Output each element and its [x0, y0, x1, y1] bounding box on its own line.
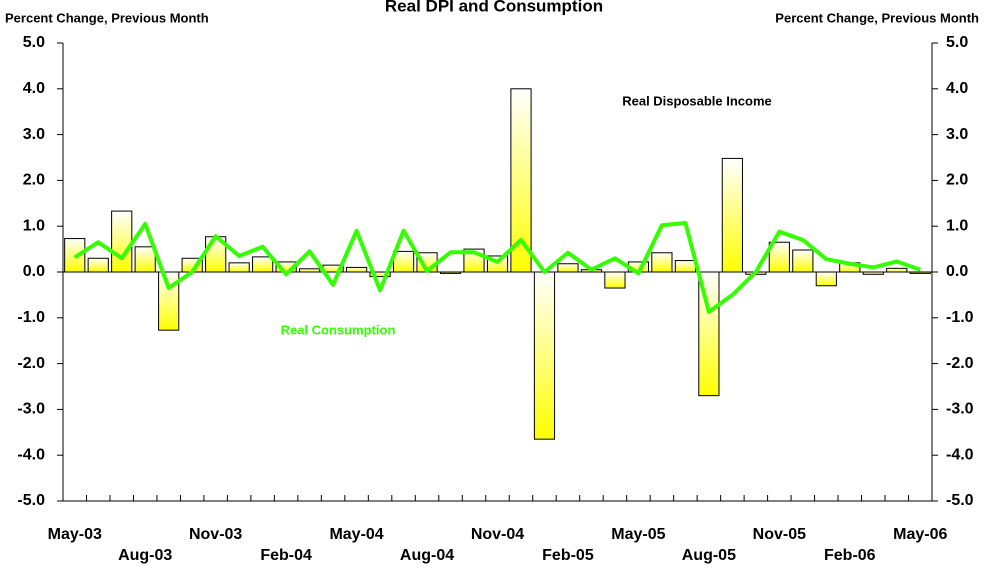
y2-tick-label: -3.0: [946, 401, 974, 418]
y-tick-label: 3.0: [23, 126, 45, 143]
bar: [886, 267, 908, 273]
y2-axis-label: Percent Change, Previous Month: [775, 10, 979, 25]
bar: [604, 271, 626, 289]
x-tick-label: Nov-03: [189, 526, 242, 543]
x-tick-label: May-06: [893, 526, 947, 543]
y2-tick-label: -2.0: [946, 355, 974, 372]
bar: [651, 252, 673, 273]
y-tick-label: -3.0: [17, 401, 45, 418]
x-tick-label: Aug-04: [400, 547, 454, 564]
y-tick-label: 5.0: [23, 34, 45, 51]
y-tick-label: -4.0: [17, 446, 45, 463]
bar: [252, 256, 274, 273]
bar: [345, 266, 368, 273]
y-tick-label: 4.0: [23, 80, 45, 97]
chart-title: Real DPI and Consumption: [385, 0, 603, 15]
bar: [111, 210, 133, 273]
x-tick-label: May-03: [48, 526, 102, 543]
y-tick-label: -1.0: [17, 309, 45, 326]
bar: [158, 271, 180, 331]
y2-tick-label: 5.0: [946, 34, 968, 51]
bar: [815, 271, 837, 287]
y2-tick-label: 1.0: [946, 217, 968, 234]
y2-tick-label: -1.0: [946, 309, 974, 326]
y2-tick-label: -5.0: [946, 492, 974, 509]
annotation: Real Consumption: [281, 322, 396, 337]
annotation: Real Disposable Income: [622, 93, 772, 108]
x-tick-label: Nov-04: [471, 526, 524, 543]
y2-tick-label: 0.0: [946, 263, 968, 280]
bar: [721, 157, 743, 273]
bar: [557, 263, 579, 273]
x-tick-label: Feb-06: [824, 547, 876, 564]
y-axis-label: Percent Change, Previous Month: [5, 10, 209, 25]
y2-tick-label: 3.0: [946, 126, 968, 143]
x-tick-label: Feb-05: [542, 547, 594, 564]
x-tick-label: Feb-04: [260, 547, 312, 564]
bar: [87, 257, 109, 273]
line: [73, 220, 921, 314]
bar: [674, 260, 696, 273]
y-tick-label: 2.0: [23, 172, 45, 189]
y2-tick-label: 2.0: [946, 172, 968, 189]
bar: [228, 262, 250, 273]
bar: [392, 250, 415, 273]
bar: [792, 249, 814, 273]
bar: [134, 246, 156, 273]
y-tick-label: 1.0: [23, 217, 45, 234]
y-tick-label: -5.0: [17, 492, 45, 509]
y-tick-label: -2.0: [17, 355, 45, 372]
y-tick-label: 0.0: [23, 263, 45, 280]
x-tick-label: Aug-05: [682, 547, 736, 564]
y2-tick-label: -4.0: [946, 446, 974, 463]
x-tick-label: Nov-05: [753, 526, 806, 543]
x-tick-label: May-05: [611, 526, 665, 543]
bar: [533, 271, 556, 440]
x-tick-label: May-04: [329, 526, 383, 543]
y2-tick-label: 4.0: [946, 80, 968, 97]
x-tick-label: Aug-03: [118, 547, 172, 564]
